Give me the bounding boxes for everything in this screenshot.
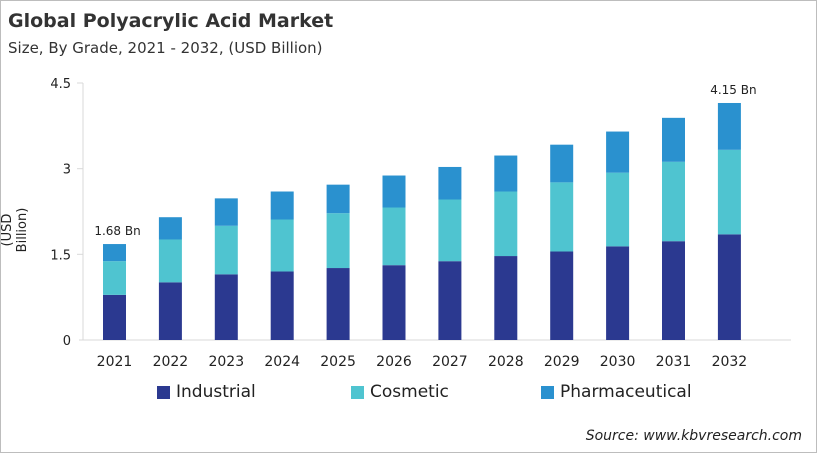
- chart-title: Global Polyacrylic Acid Market: [8, 10, 334, 32]
- chart-subtitle: Size, By Grade, 2021 - 2032, (USD Billio…: [8, 39, 323, 57]
- bar-pharmaceutical-2029: [550, 144, 574, 183]
- x-tick-label: 2029: [544, 354, 580, 370]
- bar-pharmaceutical-2021: [103, 244, 126, 262]
- bar-industrial-2029: [550, 251, 574, 340]
- bar-industrial-2030: [606, 246, 630, 340]
- y-tick-label: 3: [63, 163, 71, 178]
- legend-label: Pharmaceutical: [560, 382, 692, 402]
- legend-industrial: Industrial: [157, 382, 256, 402]
- bar-pharmaceutical-2027: [438, 166, 462, 200]
- source-note: Source: www.kbvresearch.com: [585, 428, 802, 444]
- bar-cosmetic-2021: [103, 261, 126, 295]
- bar-pharmaceutical-2025: [326, 184, 350, 214]
- bar-cosmetic-2023: [214, 225, 238, 275]
- x-tick-label: 2021: [97, 354, 133, 370]
- bar-cosmetic-2026: [382, 207, 406, 266]
- bar-industrial-2028: [494, 256, 518, 340]
- x-tick-label: 2027: [432, 354, 468, 370]
- x-tick-label: 2025: [320, 354, 356, 370]
- bar-cosmetic-2028: [494, 191, 518, 257]
- bar-pharmaceutical-2022: [158, 217, 182, 240]
- bar-cosmetic-2031: [662, 161, 685, 242]
- bar-industrial-2026: [382, 265, 406, 340]
- bar-cosmetic-2025: [326, 213, 350, 269]
- bar-pharmaceutical-2026: [382, 175, 406, 208]
- bar-cosmetic-2029: [550, 182, 574, 252]
- bar-cosmetic-2030: [606, 172, 630, 247]
- y-tick-label: 1.5: [50, 248, 71, 263]
- bar-pharmaceutical-2032: [717, 102, 741, 150]
- x-tick-label: 2031: [656, 354, 692, 370]
- bar-pharmaceutical-2031: [662, 117, 685, 162]
- x-tick-label: 2023: [208, 354, 244, 370]
- data-label: 4.15 Bn: [710, 83, 756, 97]
- bar-industrial-2032: [717, 234, 741, 340]
- bar-pharmaceutical-2024: [270, 191, 294, 220]
- x-tick-label: 2024: [264, 354, 300, 370]
- bar-industrial-2025: [326, 268, 350, 340]
- x-tick-label: 2022: [153, 354, 189, 370]
- x-tick-label: 2030: [600, 354, 636, 370]
- legend-label: Cosmetic: [370, 382, 449, 402]
- bar-pharmaceutical-2028: [494, 155, 518, 192]
- x-tick-label: 2032: [712, 354, 748, 370]
- y-tick-label: 4.5: [50, 77, 71, 92]
- bar-pharmaceutical-2030: [606, 131, 630, 173]
- bar-cosmetic-2024: [270, 219, 294, 272]
- x-tick-label: 2026: [376, 354, 412, 370]
- bar-industrial-2031: [662, 241, 685, 340]
- legend-cosmetic: Cosmetic: [351, 382, 449, 402]
- legend-label: Industrial: [176, 382, 256, 402]
- bar-industrial-2023: [214, 274, 238, 340]
- x-tick-label: 2028: [488, 354, 524, 370]
- y-tick-label: 0: [63, 334, 71, 349]
- legend-swatch: [541, 385, 554, 399]
- legend-swatch: [157, 385, 170, 399]
- bar-cosmetic-2032: [717, 149, 741, 235]
- bar-industrial-2027: [438, 261, 462, 340]
- legend-swatch: [351, 385, 364, 399]
- bar-cosmetic-2027: [438, 199, 462, 262]
- bar-industrial-2021: [103, 294, 126, 340]
- bar-cosmetic-2022: [158, 239, 182, 283]
- legend-pharmaceutical: Pharmaceutical: [541, 382, 692, 402]
- bar-industrial-2022: [158, 282, 182, 340]
- data-label: 1.68 Bn: [94, 224, 140, 238]
- bar-industrial-2024: [270, 271, 294, 340]
- bar-pharmaceutical-2023: [214, 198, 238, 226]
